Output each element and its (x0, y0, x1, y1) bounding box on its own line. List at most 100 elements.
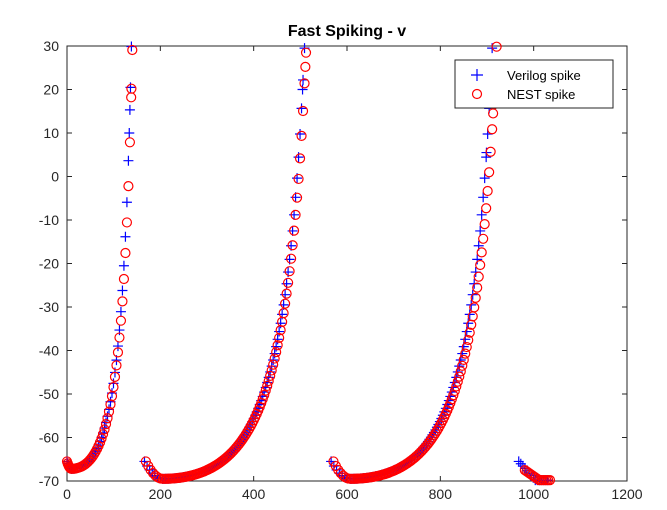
nest-spike-marker (100, 419, 112, 430)
nest-spike-marker (458, 354, 469, 365)
verilog-spike-marker (104, 404, 114, 415)
x-tick-label: 400 (242, 486, 266, 502)
verilog-spike-marker (296, 103, 307, 114)
verilog-spike-marker (124, 128, 135, 138)
axis-ticks: 0 200 400 600 800 1000 1200-70-60-50-40-30-20-… (39, 38, 643, 502)
nest-spike-marker (115, 315, 127, 326)
verilog-spike-marker (298, 74, 309, 85)
y-tick-label: 10 (43, 125, 59, 141)
nest-spike-marker (449, 385, 460, 397)
nest-spike-marker (288, 225, 300, 236)
nest-spike-marker (96, 433, 107, 444)
nest-spike-marker (280, 298, 291, 309)
verilog-spike-marker (120, 231, 131, 242)
nest-spike-marker (274, 332, 285, 344)
y-tick-label: -70 (39, 473, 59, 489)
nest-spike-marker (475, 259, 486, 271)
verilog-spike-marker (464, 309, 475, 320)
legend-verilog-marker (471, 69, 483, 81)
nest-spike-marker (90, 446, 101, 457)
nest-spike-marker (272, 340, 283, 351)
nest-spike-marker (296, 130, 307, 141)
x-tick-label: 800 (429, 486, 453, 502)
verilog-spike-marker (475, 225, 486, 236)
nest-spike-marker (242, 426, 253, 437)
x-tick-label: 0 (63, 486, 71, 502)
nest-spike-marker (478, 233, 489, 244)
nest-spike-marker (294, 153, 306, 164)
verilog-spike-marker (472, 254, 483, 265)
nest-spike-marker (241, 428, 252, 439)
verilog-spike-marker (513, 456, 524, 467)
y-tick-label: -50 (39, 386, 59, 402)
verilog-spike-marker (117, 285, 128, 296)
nest-spike-marker (469, 302, 480, 313)
legend: Verilog spike NEST spike (454, 59, 614, 109)
nest-spike-marker (300, 47, 312, 58)
nest-spike-marker (482, 185, 493, 197)
nest-spike-marker (487, 124, 498, 135)
verilog-spike-marker (118, 260, 129, 271)
nest-spike-marker (544, 475, 556, 486)
nest-spike-marker (262, 380, 273, 392)
nest-spike-marker (103, 406, 115, 417)
series-nest-spike (61, 41, 556, 486)
x-tick-label: 1000 (518, 486, 549, 502)
nest-spike-marker (481, 203, 492, 214)
nest-spike-marker (431, 425, 442, 436)
nest-spike-marker (464, 327, 475, 338)
chart-title: Fast Spiking - v (288, 23, 406, 40)
nest-spike-marker (488, 108, 499, 119)
nest-spike-marker (454, 371, 465, 382)
nest-spike-marker (109, 371, 121, 382)
nest-spike-marker (118, 273, 130, 285)
nest-spike-marker (452, 376, 463, 387)
nest-spike-marker (259, 389, 270, 401)
y-tick-label: 30 (43, 38, 59, 54)
nest-spike-marker (281, 288, 292, 299)
nest-spike-marker (244, 423, 255, 434)
nest-spike-marker (297, 105, 309, 117)
nest-spike-marker (269, 353, 280, 364)
verilog-spike-marker (476, 209, 487, 220)
nest-spike-marker (287, 240, 298, 251)
verilog-spike-marker (121, 197, 132, 208)
nest-spike-marker (114, 332, 125, 343)
nest-spike-marker (451, 381, 462, 392)
nest-spike-marker (491, 41, 502, 52)
nest-spike-marker (485, 146, 496, 157)
nest-spike-marker (117, 296, 128, 307)
nest-spike-marker (88, 449, 100, 460)
nest-spike-marker (433, 423, 444, 434)
y-tick-label: -10 (39, 212, 59, 228)
legend-nest-marker (471, 88, 483, 100)
x-tick-label: 600 (335, 486, 359, 502)
verilog-spike-marker (466, 299, 477, 310)
nest-spike-marker (285, 253, 297, 264)
nest-spike-marker (461, 341, 472, 353)
y-tick-label: 20 (43, 82, 59, 98)
y-tick-label: -60 (39, 430, 59, 446)
nest-spike-marker (290, 209, 301, 220)
nest-spike-marker (268, 359, 279, 370)
nest-spike-marker (111, 360, 122, 371)
nest-spike-marker (476, 247, 487, 258)
nest-spike-marker (291, 192, 303, 203)
verilog-spike-marker (297, 84, 308, 95)
y-tick-label: 0 (51, 169, 59, 185)
verilog-spike-marker (478, 192, 489, 203)
nest-spike-marker (455, 366, 466, 377)
legend-label-verilog: Verilog spike (507, 68, 581, 83)
nest-spike-marker (265, 370, 276, 381)
nest-spike-marker (245, 420, 256, 432)
x-tick-label: 200 (149, 486, 173, 502)
plot-area (66, 45, 628, 482)
nest-spike-marker (112, 347, 124, 358)
verilog-spike-marker (463, 318, 474, 329)
verilog-spike-marker (124, 104, 135, 115)
y-tick-label: -30 (39, 299, 59, 315)
y-tick-label: -40 (39, 343, 59, 359)
nest-spike-marker (299, 78, 310, 89)
nest-spike-marker (284, 266, 295, 277)
